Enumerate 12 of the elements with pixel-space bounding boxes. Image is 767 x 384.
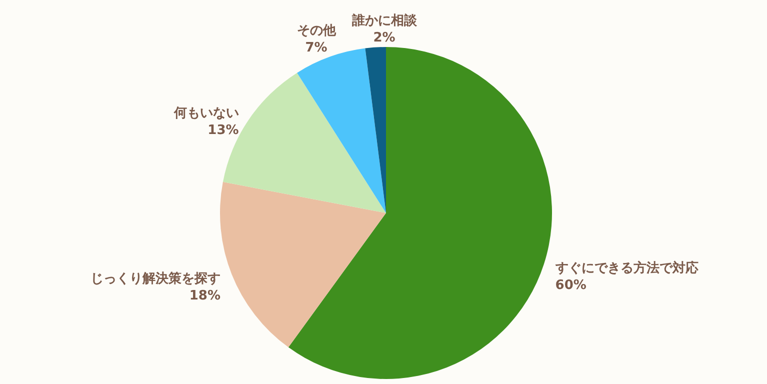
slice-label: 何もいない — [172, 106, 239, 121]
data-label: 7% — [305, 40, 328, 56]
pie-slice — [365, 47, 386, 213]
data-label: 60% — [555, 278, 586, 294]
data-label: 18% — [189, 288, 220, 304]
data-label: 13% — [208, 122, 239, 138]
slice-label: 誰かに相談 — [350, 12, 418, 28]
slice-label: すぐにできる方法で対応 — [554, 260, 698, 276]
slice-label: その他 — [296, 24, 337, 39]
slice-label: じっくり解決策を探す — [90, 272, 220, 287]
pie-slice — [220, 182, 386, 348]
data-label: 2% — [373, 30, 396, 46]
